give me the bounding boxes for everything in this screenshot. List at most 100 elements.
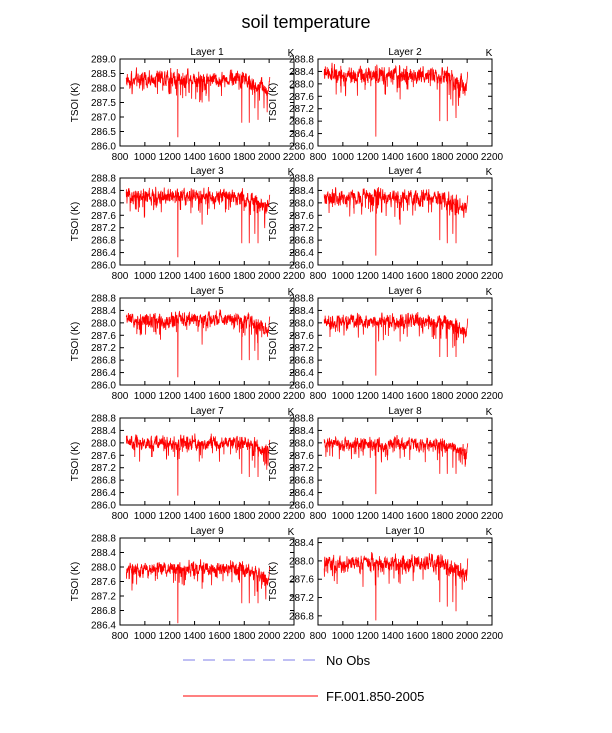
series-line-FF.001.850-2005 [323,435,469,495]
y-tick-label: 286.0 [91,142,116,153]
y-axis-label: TSOI (K) [70,442,81,481]
x-tick-label: 1400 [183,152,206,163]
x-tick-label: 1400 [183,391,206,402]
y-tick-label: 288.8 [289,294,314,305]
x-tick-label: 1600 [406,391,429,402]
y-tick-label: 286.4 [289,248,314,259]
y-axis-label: TSOI (K) [268,442,279,481]
y-tick-label: 286.0 [91,501,116,512]
x-tick-label: 1000 [134,631,157,642]
y-axis-label: TSOI (K) [268,322,279,361]
x-tick-label: 2200 [481,511,504,522]
y-tick-label: 288.4 [289,306,314,317]
x-tick-label: 1000 [134,511,157,522]
x-tick-label: 1000 [332,271,355,282]
y-tick-label: 286.0 [289,142,314,153]
figure-title: soil temperature [241,12,370,32]
y-tick-label: 288.8 [91,534,116,545]
y-axis-label: TSOI (K) [70,83,81,122]
y-tick-label: 288.8 [289,174,314,185]
x-tick-label: 2000 [456,271,479,282]
unit-label: K [288,407,295,418]
y-tick-label: 287.6 [91,211,116,222]
y-tick-label: 288.4 [91,426,116,437]
x-tick-label: 1200 [159,631,182,642]
y-tick-label: 288.8 [289,55,314,66]
x-tick-label: 1200 [357,391,380,402]
y-axis-label: TSOI (K) [268,83,279,122]
x-tick-label: 1800 [233,152,256,163]
x-tick-label: 1000 [134,152,157,163]
y-tick-label: 287.2 [91,223,116,234]
y-tick-label: 288.4 [289,186,314,197]
panel-title: Layer 9 [190,526,224,537]
x-tick-label: 1400 [381,271,404,282]
x-tick-label: 1000 [332,511,355,522]
series-line-FF.001.850-2005 [323,62,469,137]
x-tick-label: 1000 [332,631,355,642]
plot-frame [317,177,493,266]
chart-panel-5: 800 1000 1200 1400 1600 1800 2000 2200 286.0 286.… [70,286,306,402]
series-line-FF.001.850-2005 [125,309,271,378]
y-tick-label: 286.0 [91,261,116,272]
x-tick-label: 1800 [233,391,256,402]
y-tick-label: 287.6 [289,92,314,103]
panel-title: Layer 8 [388,406,422,417]
unit-label: K [486,527,493,538]
panel-title: Layer 5 [190,286,224,297]
x-tick-label: 2000 [258,391,281,402]
y-tick-label: 288.0 [289,556,314,567]
x-tick-label: 2200 [283,152,306,163]
y-tick-label: 286.8 [91,236,116,247]
x-tick-label: 2000 [258,152,281,163]
plot-frame [119,177,295,266]
x-tick-label: 2200 [481,152,504,163]
y-axis-label: TSOI (K) [70,202,81,241]
series-line-FF.001.850-2005 [323,312,469,376]
x-tick-label: 800 [310,152,327,163]
y-tick-label: 288.4 [91,548,116,559]
x-tick-label: 1200 [357,271,380,282]
y-tick-label: 286.8 [91,476,116,487]
x-tick-label: 1400 [381,511,404,522]
x-tick-label: 1200 [357,511,380,522]
x-tick-label: 1600 [208,152,231,163]
x-tick-label: 1600 [208,631,231,642]
x-tick-label: 2000 [258,511,281,522]
plot-frame [119,417,295,506]
series-line-FF.001.850-2005 [125,433,271,496]
x-tick-label: 800 [112,511,129,522]
y-tick-label: 286.0 [91,381,116,392]
y-tick-label: 286.4 [289,368,314,379]
x-tick-label: 1800 [233,271,256,282]
x-tick-label: 1400 [183,271,206,282]
x-tick-label: 1800 [233,631,256,642]
y-tick-label: 286.8 [289,117,314,128]
y-tick-label: 286.4 [91,621,116,632]
y-tick-label: 287.2 [289,593,314,604]
y-tick-label: 288.8 [289,414,314,425]
x-tick-label: 800 [112,152,129,163]
y-tick-label: 287.6 [289,331,314,342]
y-tick-label: 288.0 [91,84,116,95]
y-axis-label: TSOI (K) [70,562,81,601]
y-tick-label: 288.4 [91,306,116,317]
y-tick-label: 288.0 [91,563,116,574]
chart-panel-4: 800 1000 1200 1400 1600 1800 2000 2200286.0286.… [268,166,504,282]
y-tick-label: 287.2 [91,343,116,354]
x-tick-label: 1800 [431,631,454,642]
legend: No Obs FF.001.850-2005 [183,653,424,704]
x-tick-label: 2000 [456,391,479,402]
y-tick-label: 287.5 [91,98,116,109]
x-tick-label: 1800 [431,391,454,402]
x-tick-label: 1000 [134,391,157,402]
chart-panel-1: 800 1000 1200 1400 1600 1800 2000 2200 286.0 286.… [70,47,306,163]
y-tick-label: 287.6 [91,451,116,462]
y-tick-label: 286.0 [289,261,314,272]
y-tick-label: 287.2 [289,343,314,354]
x-tick-label: 2000 [456,631,479,642]
y-axis-label: TSOI (K) [70,322,81,361]
x-tick-label: 1400 [381,391,404,402]
y-tick-label: 288.4 [289,426,314,437]
chart-panel-7: 800 1000 1200 1400 1600 1800 2000 2200 286.0 286.… [70,406,306,522]
